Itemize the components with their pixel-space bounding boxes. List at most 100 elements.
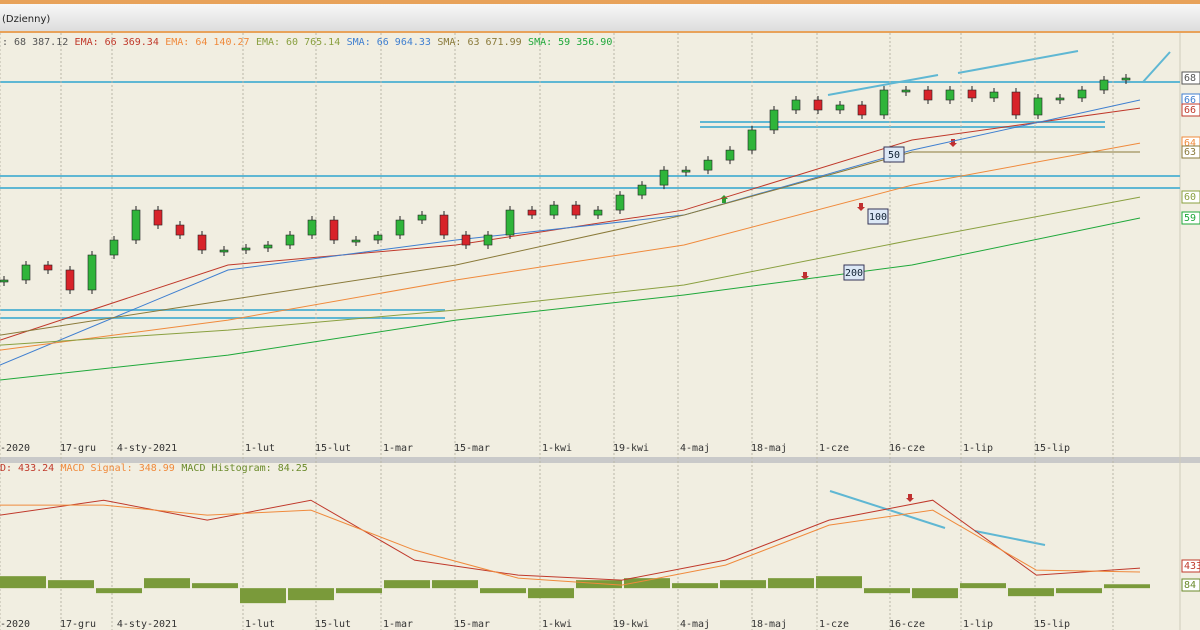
support-lines — [0, 50, 1180, 546]
axis-label: 433 — [1184, 561, 1200, 572]
date-label: 1-lut — [245, 619, 275, 630]
candle — [109, 239, 119, 256]
separator — [0, 31, 1200, 33]
candle — [593, 209, 603, 216]
indicator-legend: SMA: 66 964.33 — [347, 37, 431, 48]
candle — [329, 219, 339, 241]
window-title: (Dzienny) — [2, 14, 50, 25]
candle — [615, 194, 625, 211]
candle — [967, 89, 977, 99]
date-label: 15-lip — [1034, 443, 1070, 454]
candle — [351, 239, 361, 243]
ma-tag-label: 200 — [845, 268, 863, 279]
signal-arrows — [720, 139, 957, 502]
ma-tag — [867, 208, 889, 225]
axis-label: 63 — [1184, 147, 1196, 158]
macd-pane — [0, 463, 1200, 630]
histogram-bar — [864, 588, 910, 594]
axis-tag — [1181, 145, 1200, 159]
axis-tag — [1181, 578, 1200, 592]
candle — [285, 234, 295, 246]
date-label: 16-cze — [889, 443, 925, 454]
candle — [571, 204, 581, 216]
candle — [505, 209, 515, 236]
histogram-bar — [96, 588, 142, 594]
date-label: 1-lut — [245, 443, 275, 454]
candle — [725, 149, 735, 161]
axis-tag — [1181, 559, 1200, 573]
candle — [1099, 79, 1109, 91]
candle — [1033, 97, 1043, 116]
candle — [219, 249, 229, 253]
histogram-bar — [1056, 588, 1102, 594]
candle — [901, 89, 911, 93]
histogram-bar — [144, 578, 190, 589]
candle — [923, 89, 933, 101]
indicator-legend: EMA: 66 369.34 — [75, 37, 159, 48]
candle — [549, 204, 559, 216]
date-label: 4-maj — [680, 443, 710, 454]
axis-label: 66 — [1184, 105, 1196, 116]
candle — [483, 234, 493, 246]
date-label: -2020 — [0, 443, 30, 454]
candle — [43, 264, 53, 271]
histogram-bar — [240, 588, 286, 604]
candle — [461, 234, 471, 246]
candle — [175, 224, 185, 236]
histogram-bar — [1008, 588, 1054, 597]
candle — [197, 234, 207, 251]
axis-label: 64 — [1184, 138, 1196, 149]
candle — [0, 279, 9, 283]
histogram-bar — [432, 580, 478, 589]
axis-label: 66 — [1184, 95, 1196, 106]
histogram-bar — [720, 580, 766, 589]
histogram-bar — [912, 588, 958, 599]
date-label: 1-lip — [963, 619, 993, 630]
candle — [989, 91, 999, 99]
candle — [945, 89, 955, 101]
candle — [1121, 77, 1131, 81]
axis-tag — [1181, 71, 1200, 85]
candle — [835, 104, 845, 111]
date-label: -2020 — [0, 619, 30, 630]
histogram-bar — [0, 576, 46, 589]
date-label: 15-mar — [454, 443, 490, 454]
candle — [637, 184, 647, 196]
moving-average — [0, 151, 1140, 336]
candle — [857, 104, 867, 116]
date-label: 16-cze — [889, 619, 925, 630]
axis-label: 59 — [1184, 213, 1196, 224]
candle — [87, 254, 97, 291]
date-label: 15-lut — [315, 443, 351, 454]
moving-average — [0, 196, 1141, 346]
histogram-bar — [816, 576, 862, 589]
date-label: 1-cze — [819, 619, 849, 630]
histogram-bar — [288, 588, 334, 601]
histogram-bar — [336, 588, 382, 594]
ma-tag-label: 50 — [888, 150, 900, 161]
pane-divider — [0, 457, 1200, 463]
date-label: 4-maj — [680, 619, 710, 630]
axis-tag — [1181, 103, 1200, 117]
histogram-bar — [192, 583, 238, 589]
moving-average — [0, 99, 1141, 366]
date-label: 4-sty-2021 — [117, 619, 177, 630]
axis-label: 60 — [1184, 192, 1196, 203]
histogram-bar — [768, 578, 814, 589]
histogram-bar — [576, 580, 622, 589]
candle — [439, 214, 449, 236]
date-label: 1-lip — [963, 443, 993, 454]
histogram-bar — [384, 580, 430, 589]
date-label: 15-lip — [1034, 619, 1070, 630]
date-label: 1-mar — [383, 443, 413, 454]
date-label: 15-mar — [454, 619, 490, 630]
date-label: 17-gru — [60, 443, 96, 454]
candle — [527, 209, 537, 216]
axis-label: 84 — [1184, 580, 1196, 591]
histogram-bar — [480, 588, 526, 594]
candle — [791, 99, 801, 111]
candle — [703, 159, 713, 171]
candle — [1077, 89, 1087, 99]
candle — [373, 234, 383, 241]
